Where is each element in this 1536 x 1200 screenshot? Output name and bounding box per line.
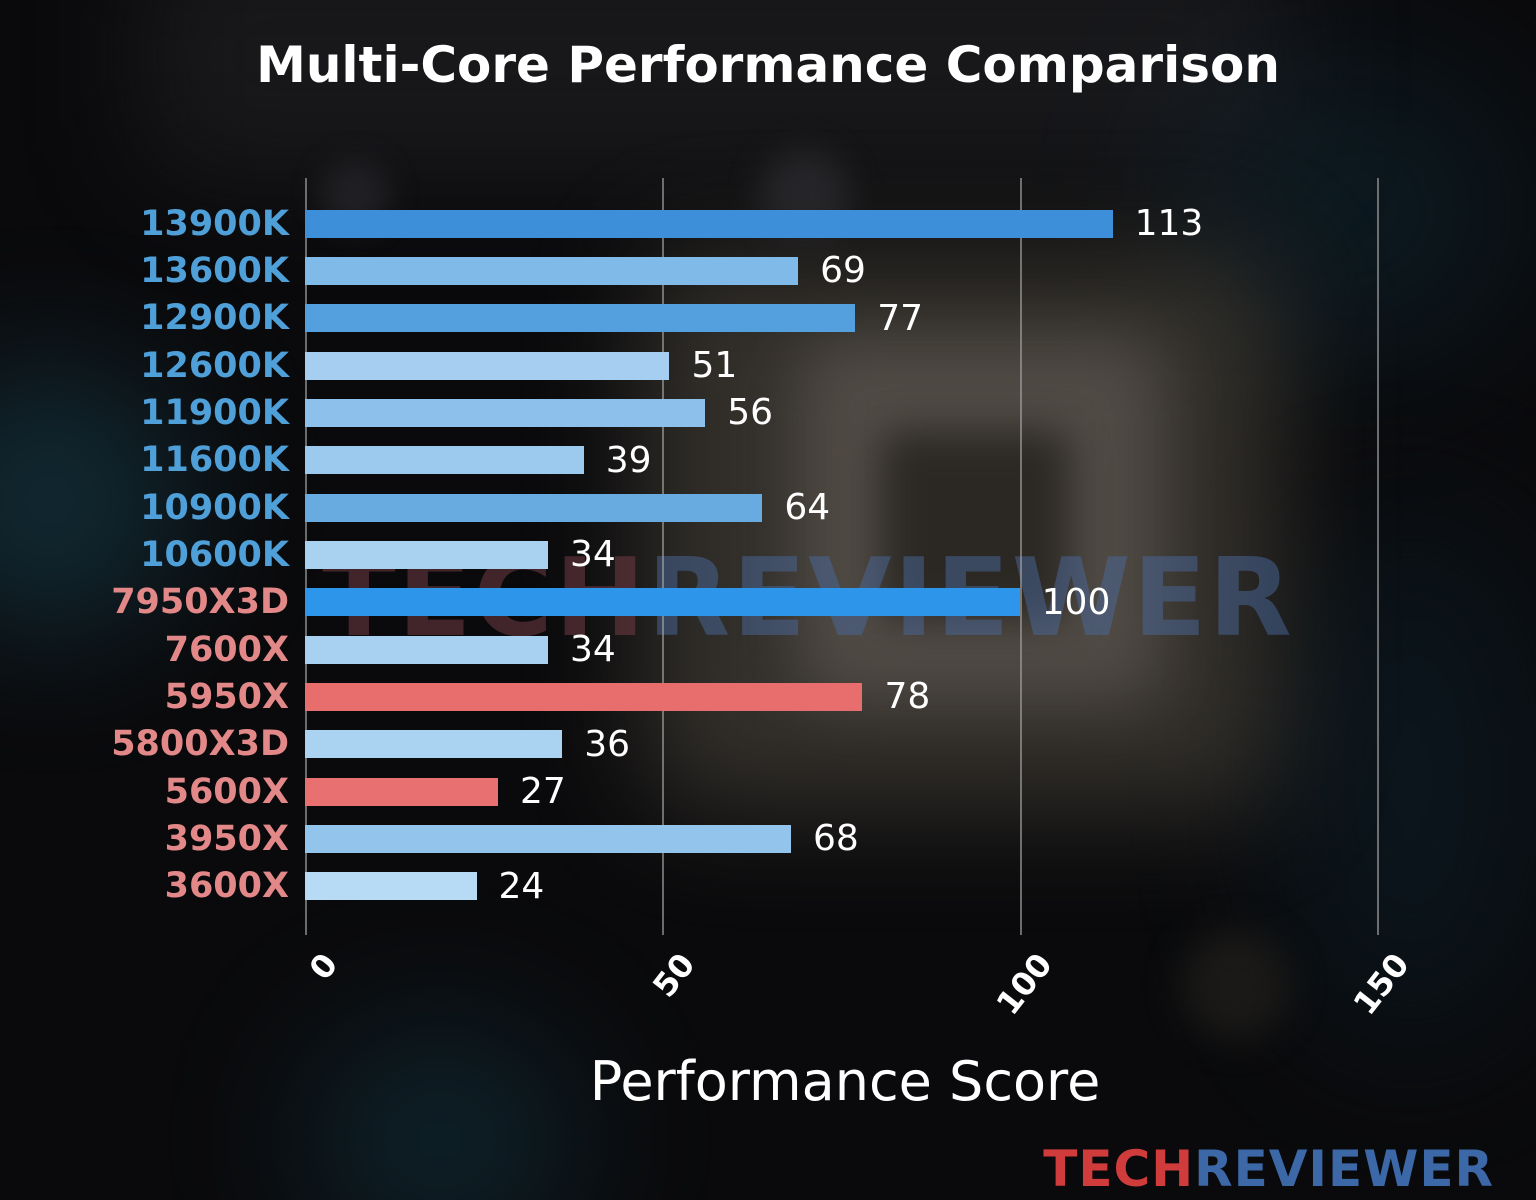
bar-row: 7950X3D 100 — [111, 579, 1445, 626]
x-axis-label: Performance Score — [589, 1050, 1101, 1113]
background-blur-shape — [1180, 930, 1290, 1040]
background-blur-shape — [140, 0, 1290, 180]
x-tick-label: 50 — [644, 946, 703, 1005]
value-label: 51 — [691, 345, 738, 387]
bar-row: 10900K 64 — [140, 484, 1445, 531]
bar-row: 3600X 24 — [165, 863, 1445, 910]
bar-rows: 13900K 113 13600K 69 12900K 77 12600K 51 11900K 5… — [111, 200, 1445, 910]
bar-row: 13600K 69 — [140, 247, 1445, 294]
brand-logo-reviewer: REVIEWER — [1194, 1140, 1494, 1198]
value-label: 68 — [812, 818, 859, 860]
performance-bar — [305, 730, 563, 759]
brand-logo: TECHREVIEWER — [1043, 1140, 1494, 1198]
value-label: 27 — [519, 771, 566, 813]
value-label: 36 — [584, 723, 631, 765]
x-tick-label: 100 — [988, 946, 1060, 1023]
category-label: 5950X — [164, 676, 289, 717]
category-label: 10900K — [140, 487, 289, 528]
value-label: 100 — [1041, 581, 1111, 623]
category-label: 10600K — [140, 534, 289, 575]
value-label: 56 — [727, 392, 774, 434]
performance-bar — [305, 351, 670, 380]
category-label: 3950X — [164, 818, 289, 859]
value-label: 34 — [569, 629, 616, 671]
performance-bar — [305, 446, 584, 475]
bar-row: 12900K 77 — [140, 295, 1445, 342]
chart-title: Multi-Core Performance Comparison — [256, 36, 1280, 94]
performance-bar — [305, 872, 477, 901]
category-label: 11900K — [140, 392, 289, 433]
gridline — [1377, 178, 1379, 935]
value-label: 113 — [1134, 203, 1204, 245]
bar-row: 7600X 34 — [165, 626, 1445, 673]
performance-bar — [305, 777, 498, 806]
bar-row: 10600K 34 — [140, 531, 1445, 578]
category-label: 7950X3D — [111, 582, 289, 623]
gridline — [662, 178, 665, 935]
background-blur-shape — [300, 1020, 580, 1200]
value-label: 34 — [569, 534, 616, 576]
x-tick-label: 0 — [301, 946, 345, 987]
bar-row: 11900K 56 — [140, 389, 1445, 436]
value-label: 77 — [877, 297, 924, 339]
background-blur-shape — [1280, 520, 1536, 1040]
category-label: 3600X — [164, 866, 289, 907]
x-tick-label: 150 — [1345, 946, 1417, 1023]
bar-row: 13900K 113 — [140, 200, 1445, 247]
performance-bar — [305, 588, 1020, 617]
performance-bar — [305, 209, 1113, 238]
performance-bar — [305, 824, 791, 853]
category-label: 5600X — [164, 771, 289, 812]
bar-row: 12600K 51 — [140, 342, 1445, 389]
value-label: 69 — [820, 250, 866, 292]
performance-bar — [305, 493, 763, 522]
value-label: 78 — [884, 676, 931, 718]
value-label: 24 — [498, 865, 545, 907]
value-label: 39 — [605, 439, 652, 481]
category-label: 11600K — [140, 440, 289, 481]
category-label: 12900K — [140, 298, 289, 339]
bar-row: 5600X 27 — [165, 768, 1445, 815]
bar-row: 3950X 68 — [165, 815, 1445, 862]
performance-bar — [305, 540, 548, 569]
performance-bar — [305, 398, 706, 427]
performance-bar — [305, 304, 856, 333]
bar-row: 5800X3D 36 — [111, 721, 1445, 768]
category-label: 13900K — [140, 203, 289, 244]
plot-area: 13900K 113 13600K 69 12900K 77 12600K 51 11900K 5… — [111, 178, 1445, 935]
category-label: 7600X — [164, 629, 289, 670]
category-label: 5800X3D — [111, 724, 289, 765]
performance-bar — [305, 635, 548, 664]
bar-row: 5950X 78 — [165, 673, 1445, 720]
value-label: 64 — [784, 487, 831, 529]
category-label: 12600K — [140, 345, 289, 386]
performance-bar — [305, 256, 799, 285]
performance-bar — [305, 682, 863, 711]
category-label: 13600K — [140, 250, 289, 291]
gridline — [1019, 178, 1022, 935]
brand-logo-tech: TECH — [1043, 1140, 1195, 1198]
bar-row: 11600K 39 — [140, 437, 1445, 484]
